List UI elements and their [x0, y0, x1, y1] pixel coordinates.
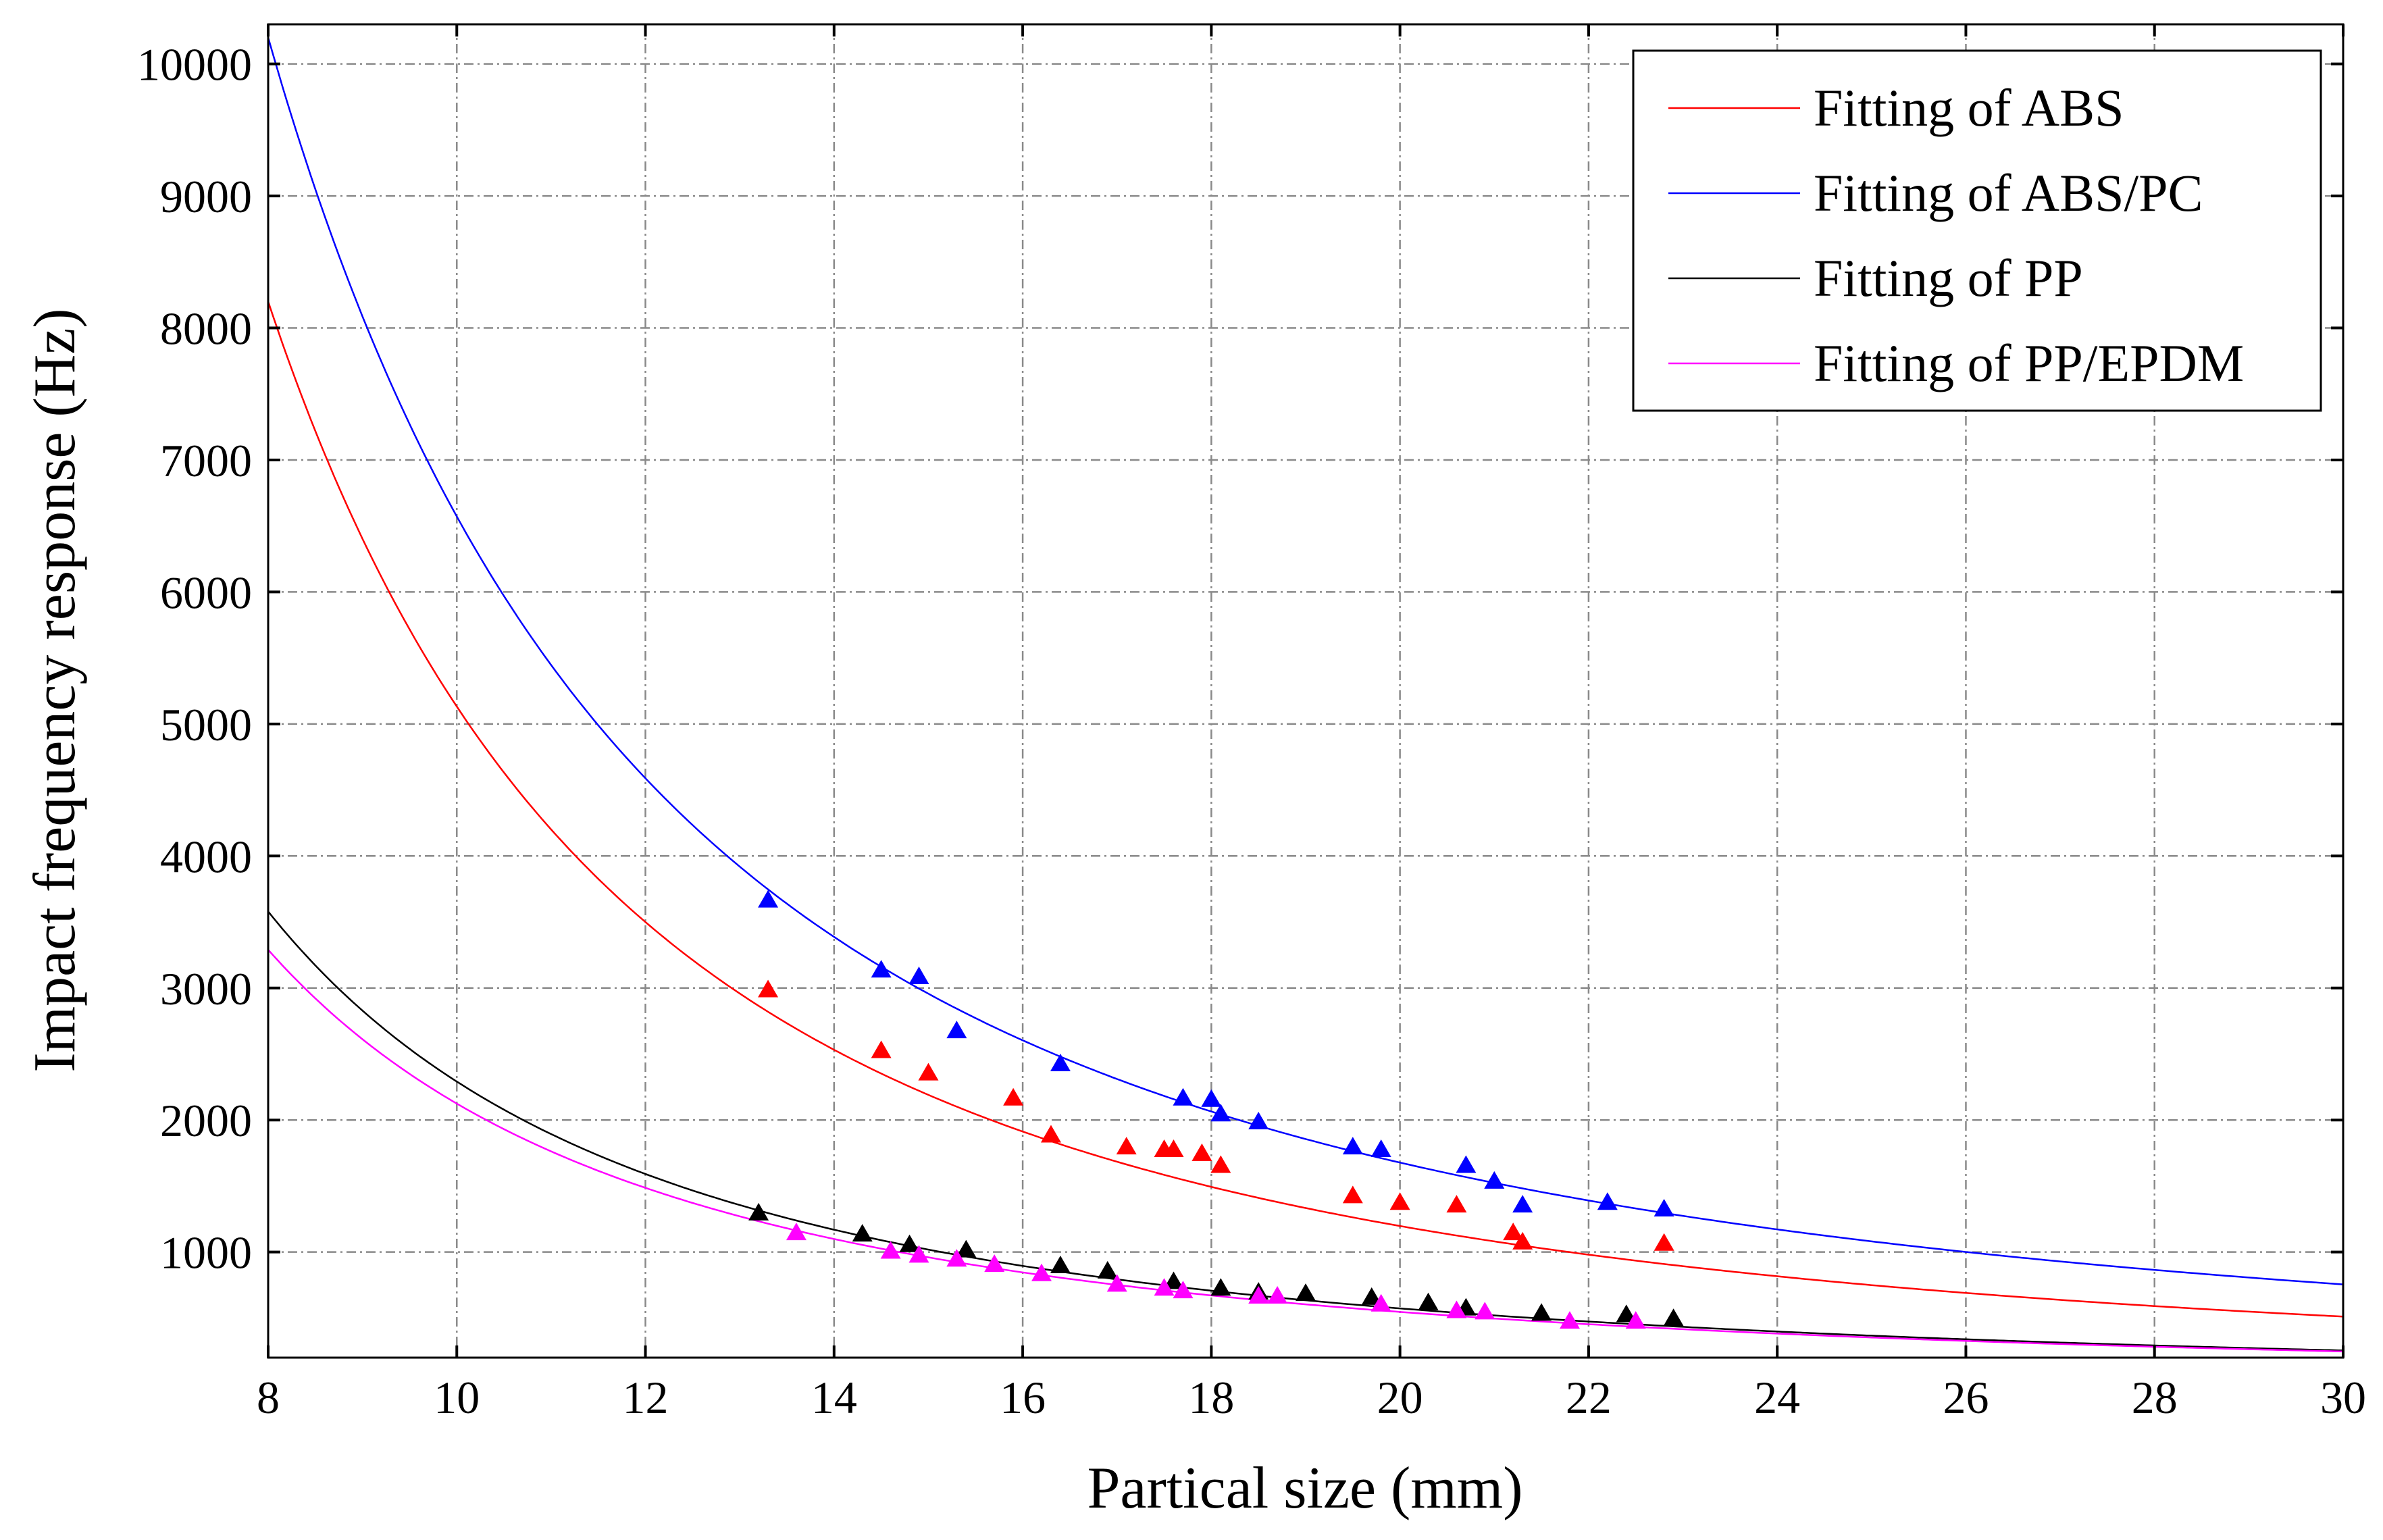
pp-epdm-data-point — [1106, 1274, 1127, 1292]
x-tick-label: 26 — [1943, 1372, 1989, 1423]
abs-data-point — [918, 1062, 939, 1081]
abs-pc-data-point — [1456, 1155, 1477, 1173]
abs-data-point — [1446, 1195, 1467, 1213]
abs-data-point — [758, 979, 779, 998]
abs-pc-data-point — [1210, 1104, 1231, 1122]
legend-label-fitting-of-abs-pc: Fitting of ABS/PC — [1814, 163, 2203, 222]
pp-epdm-data-point — [786, 1223, 806, 1241]
abs-data-point — [1654, 1233, 1674, 1251]
abs-pc-data-point — [1342, 1137, 1363, 1155]
pp-epdm-data-point — [1446, 1300, 1467, 1318]
pp-epdm-data-point — [1625, 1311, 1646, 1329]
x-tick-label: 10 — [434, 1372, 480, 1423]
y-tick-label: 3000 — [160, 963, 252, 1015]
abs-pc-data-point — [1597, 1192, 1618, 1210]
pp-data-point — [852, 1224, 873, 1242]
x-axis-title: Partical size (mm) — [1087, 1456, 1522, 1521]
plot-frame — [267, 23, 2344, 1359]
legend-box — [1632, 49, 2322, 412]
pp-epdm-data-point — [1154, 1278, 1175, 1296]
pp-epdm-data-point — [1370, 1293, 1391, 1312]
y-tick-label: 1000 — [160, 1227, 252, 1279]
pp-epdm-data-point — [1267, 1285, 1288, 1304]
abs-pc-data-point — [1512, 1195, 1533, 1213]
abs-data-point — [1040, 1125, 1061, 1143]
pp-data-point — [899, 1234, 920, 1252]
abs-pc-data-point — [1050, 1053, 1071, 1071]
pp-data-point — [1418, 1292, 1439, 1310]
abs-pc-data-point — [1370, 1139, 1391, 1158]
pp-data-point — [1050, 1256, 1071, 1274]
pp-epdm-data-point — [908, 1245, 929, 1263]
fitting-of-abs-curve — [268, 301, 2343, 1318]
pp-data-point — [1163, 1271, 1184, 1289]
abs-data-point — [1192, 1143, 1212, 1161]
y-tick-label: 2000 — [160, 1095, 252, 1146]
x-tick-label: 14 — [811, 1372, 857, 1423]
abs-data-point — [1116, 1137, 1137, 1155]
x-tick-label: 20 — [1377, 1372, 1423, 1423]
x-tick-label: 12 — [623, 1372, 669, 1423]
abs-pc-data-point — [871, 960, 892, 978]
abs-data-point — [1503, 1223, 1524, 1241]
abs-pc-data-point — [908, 966, 929, 984]
y-tick-label: 8000 — [160, 303, 252, 355]
x-tick-label: 8 — [257, 1372, 280, 1423]
pp-epdm-data-point — [946, 1249, 967, 1267]
abs-data-point — [871, 1040, 892, 1058]
y-tick-label: 7000 — [160, 435, 252, 486]
x-tick-label: 18 — [1188, 1372, 1234, 1423]
x-tick-label: 24 — [1754, 1372, 1800, 1423]
y-axis-title: Impact frequency response (Hz) — [22, 308, 88, 1072]
fitting-of-abs-pc-curve — [268, 37, 2343, 1285]
pp-data-point — [1663, 1308, 1684, 1327]
pp-data-point — [1531, 1303, 1552, 1321]
x-tick-label: 30 — [2320, 1372, 2366, 1423]
x-tick-label: 28 — [2132, 1372, 2178, 1423]
pp-data-point — [748, 1202, 769, 1221]
pp-data-point — [1361, 1287, 1382, 1305]
legend-label-fitting-of-pp-epdm: Fitting of PP/EPDM — [1814, 334, 2244, 392]
y-tick-label: 4000 — [160, 831, 252, 882]
abs-pc-data-point — [1201, 1089, 1222, 1107]
y-tick-label: 6000 — [160, 567, 252, 618]
y-tick-label: 9000 — [160, 171, 252, 222]
legend-label-fitting-of-pp: Fitting of PP — [1814, 249, 2083, 307]
abs-data-point — [1210, 1155, 1231, 1173]
pp-data-point — [1097, 1260, 1118, 1279]
abs-pc-data-point — [946, 1021, 967, 1039]
abs-data-point — [1163, 1139, 1184, 1158]
abs-data-point — [1512, 1231, 1533, 1250]
pp-epdm-data-point — [1031, 1263, 1052, 1281]
abs-pc-data-point — [1654, 1198, 1674, 1216]
abs-data-point — [1003, 1087, 1024, 1106]
data-points — [748, 890, 1684, 1329]
axis-tick-labels: 8 10 12 14 16 18 20 22 24 26 28 30 1000 2000 3000 4000 5… — [137, 39, 2366, 1423]
pp-epdm-data-point — [1475, 1302, 1495, 1320]
pp-epdm-data-point — [1248, 1285, 1269, 1304]
pp-epdm-data-point — [880, 1241, 901, 1259]
pp-epdm-data-point — [1559, 1311, 1580, 1329]
y-tick-label: 10000 — [137, 39, 252, 91]
pp-data-point — [1210, 1278, 1231, 1296]
y-tick-label: 5000 — [160, 699, 252, 750]
abs-pc-data-point — [758, 890, 779, 908]
abs-pc-data-point — [1173, 1087, 1194, 1106]
legend: Fitting of ABS Fitting of ABS/PC Fitting o… — [1632, 49, 2322, 412]
x-tick-label: 16 — [1000, 1372, 1046, 1423]
fitting-of-pp-epdm-curve — [268, 949, 2343, 1353]
pp-epdm-data-point — [1173, 1281, 1194, 1299]
abs-pc-data-point — [1248, 1111, 1269, 1129]
x-tick-label: 22 — [1566, 1372, 1612, 1423]
abs-data-point — [1342, 1185, 1363, 1204]
pp-data-point — [1616, 1304, 1637, 1323]
legend-label-fitting-of-abs: Fitting of ABS — [1814, 78, 2124, 137]
axis-ticks — [267, 24, 2344, 1358]
pp-data-point — [1296, 1283, 1316, 1302]
pp-data-point — [956, 1239, 977, 1258]
abs-pc-data-point — [1484, 1171, 1505, 1189]
pp-epdm-data-point — [984, 1254, 1005, 1273]
abs-data-point — [1389, 1192, 1410, 1210]
